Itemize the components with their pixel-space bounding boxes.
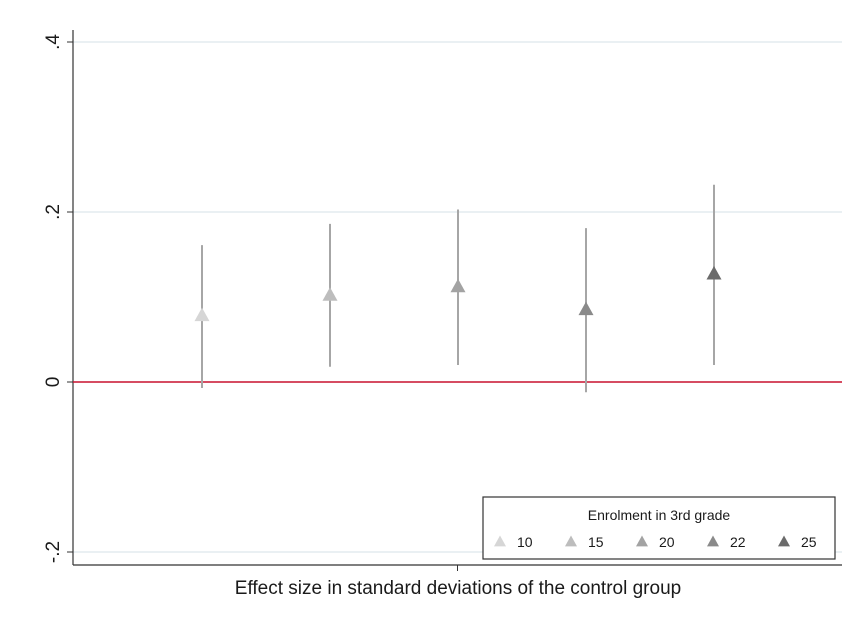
legend-marker [636, 535, 648, 547]
y-tick-label: .2 [43, 204, 64, 220]
legend-label: 20 [659, 534, 675, 550]
y-tick-label: .4 [43, 34, 64, 50]
legend-marker [778, 535, 790, 547]
legend-label: 15 [588, 534, 604, 550]
legend-label: 25 [801, 534, 817, 550]
legend-marker [494, 535, 506, 547]
point-estimate-marker [450, 278, 466, 293]
x-axis-label: Effect size in standard deviations of th… [235, 578, 681, 599]
y-tick-label: -.2 [43, 541, 64, 563]
point-estimate-marker [706, 265, 722, 280]
legend-marker [565, 535, 577, 547]
legend-marker [707, 535, 719, 547]
legend-label: 10 [517, 534, 533, 550]
point-estimate-marker [322, 287, 338, 301]
legend-title: Enrolment in 3rd grade [588, 507, 731, 523]
point-estimate-marker [194, 307, 210, 322]
legend-label: 22 [730, 534, 746, 550]
y-tick-label: 0 [43, 377, 64, 388]
point-estimate-marker [578, 301, 594, 316]
legend-box [482, 496, 836, 560]
